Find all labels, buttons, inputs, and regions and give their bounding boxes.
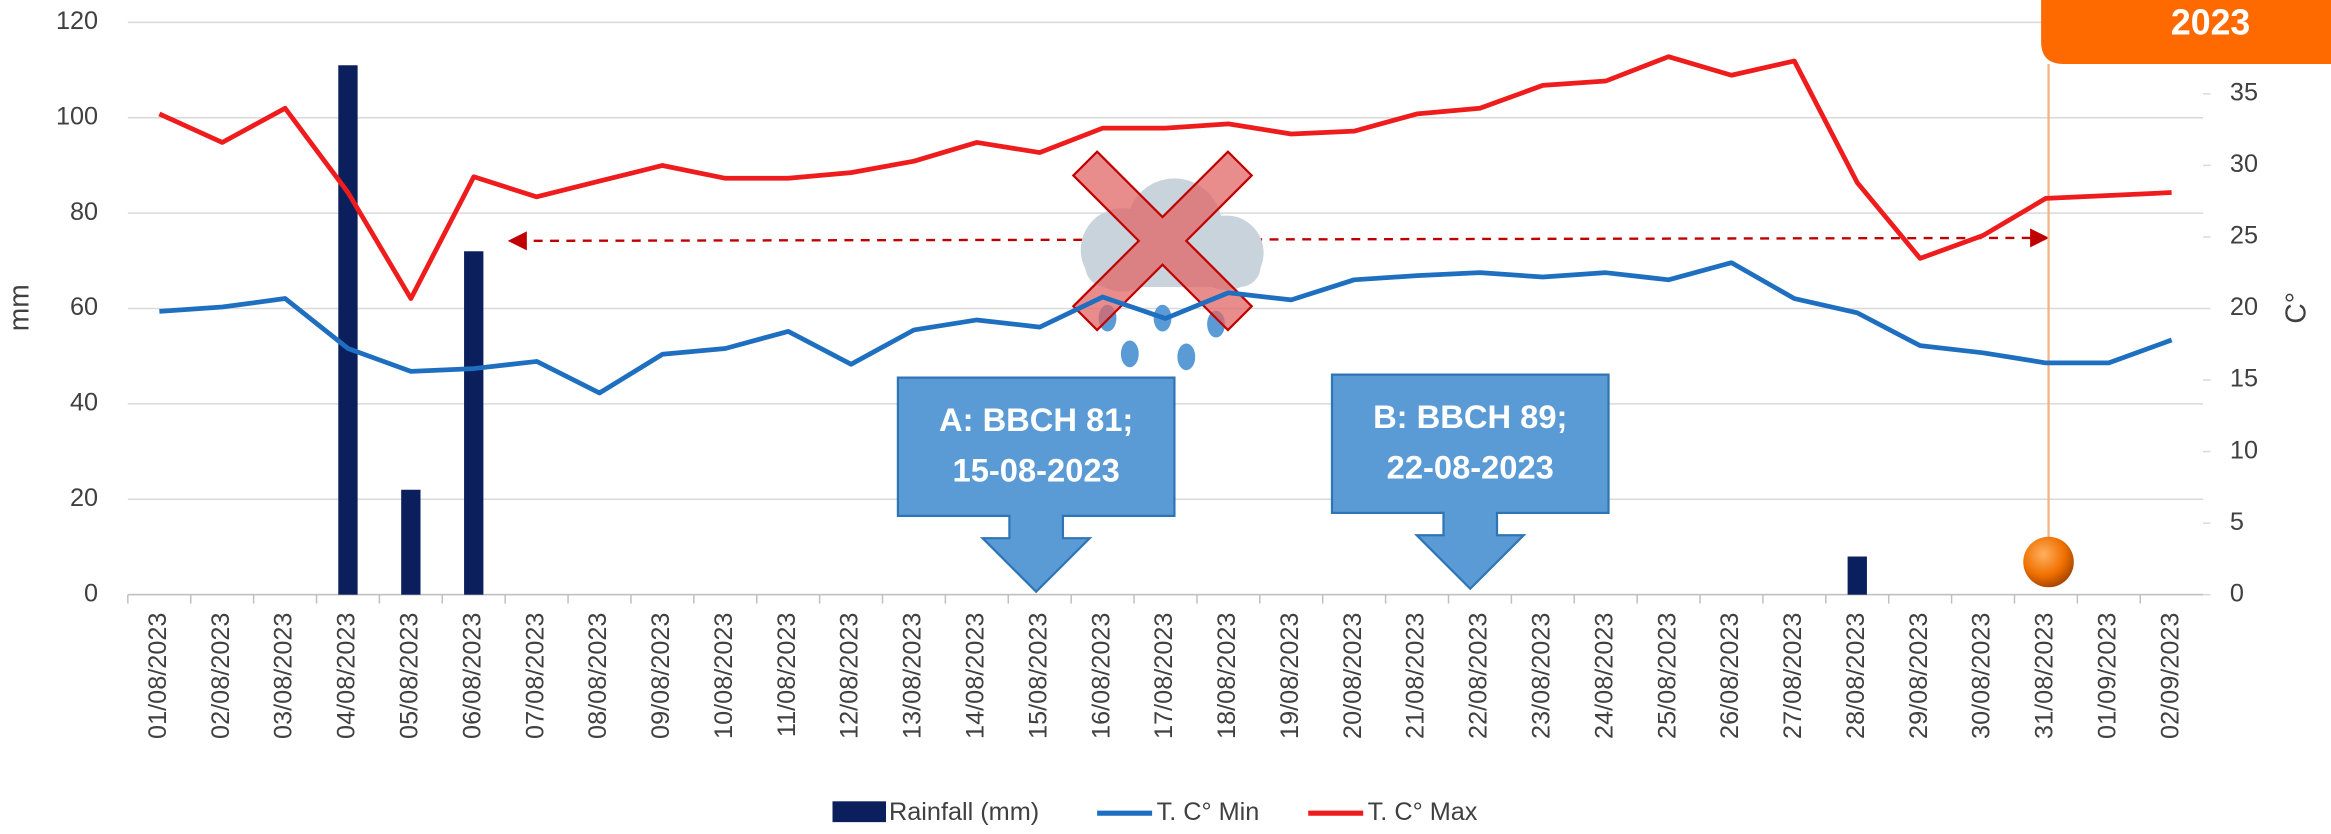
callout-text: B: BBCH 89; <box>1373 398 1567 435</box>
y-tick-label: 0 <box>84 579 98 607</box>
x-tick-label: 16/08/2023 <box>1087 613 1115 739</box>
callout-shape <box>896 376 1176 594</box>
y2-tick-label: 0 <box>2230 579 2244 607</box>
x-tick-label: 13/08/2023 <box>899 613 927 739</box>
x-tick-label: 10/08/2023 <box>710 613 738 739</box>
y-tick-label: 80 <box>70 198 98 226</box>
y-tick-label: 120 <box>56 7 98 35</box>
x-tick-label: 15/08/2023 <box>1024 613 1052 739</box>
y-tick-label: 40 <box>70 389 98 417</box>
x-tick-label: 14/08/2023 <box>962 613 990 739</box>
x-tick-label: 23/08/2023 <box>1527 613 1555 739</box>
x-tick-label: 22/08/2023 <box>1465 613 1493 739</box>
y2-tick-label: 35 <box>2230 79 2258 107</box>
callout: A: BBCH 81; 15-08-2023 <box>896 376 1176 594</box>
x-tick-label: 04/08/2023 <box>333 613 361 739</box>
line <box>158 54 2172 301</box>
x-tick-label: 08/08/2023 <box>584 613 612 739</box>
x-tick-label: 31/08/2023 <box>2031 613 2059 739</box>
x-tick-label: 21/08/2023 <box>1402 613 1430 739</box>
x-tick-label: 26/08/2023 <box>1716 613 1744 739</box>
x-tick-label: 24/08/2023 <box>1590 613 1618 739</box>
x-tick-label: 20/08/2023 <box>1339 613 1367 739</box>
y2-tick-label: 20 <box>2230 293 2258 321</box>
y-tick-label: 100 <box>56 102 98 130</box>
y2-axis-label: C° <box>2280 292 2312 324</box>
x-tick-label: 01/09/2023 <box>2093 613 2121 739</box>
x-tick-label: 28/08/2023 <box>1842 613 1870 739</box>
x-tick-label: 03/08/2023 <box>270 613 298 739</box>
x-tick-label: 02/08/2023 <box>207 613 235 739</box>
x-tick-label: 19/08/2023 <box>1276 613 1304 739</box>
y2-tick-label: 10 <box>2230 436 2258 464</box>
x-tick-label: 27/08/2023 <box>1779 613 1807 739</box>
marker-ball <box>2023 536 2074 588</box>
bar <box>464 251 484 595</box>
badge: 2023 <box>2041 0 2331 64</box>
x-tick-label: 25/08/2023 <box>1653 613 1681 739</box>
x-tick-label: 02/09/2023 <box>2156 613 2184 739</box>
callout-shape <box>1330 373 1610 591</box>
x-tick-label: 07/08/2023 <box>521 613 549 739</box>
y2-tick-label: 30 <box>2230 150 2258 178</box>
legend-label: T. C° Max <box>1368 798 1478 826</box>
x-tick-label: 18/08/2023 <box>1213 613 1241 739</box>
x-tick-label: 09/08/2023 <box>647 613 675 739</box>
callout: B: BBCH 89; 22-08-2023 <box>1330 373 1610 591</box>
x-tick-label: 12/08/2023 <box>836 613 864 739</box>
legend-label: T. C° Min <box>1157 798 1260 826</box>
bar <box>401 489 421 595</box>
line <box>159 260 2173 396</box>
x-tick-label: 01/08/2023 <box>144 613 172 739</box>
y2-tick-label: 15 <box>2230 365 2258 393</box>
bar <box>338 65 358 595</box>
plot <box>158 54 2173 595</box>
y-axis-label: mm <box>2 284 34 331</box>
y2-tick-label: 25 <box>2230 222 2258 250</box>
x-tick-label: 11/08/2023 <box>773 613 801 738</box>
y2-tick-label: 5 <box>2230 508 2244 536</box>
callout-text: 15-08-2023 <box>953 451 1120 488</box>
x-tick-label: 17/08/2023 <box>1150 613 1178 739</box>
callout-text: 22-08-2023 <box>1387 448 1554 485</box>
legend: Rainfall (mm) T. C° Min T. C° Max <box>832 798 1478 826</box>
period-arrow <box>507 228 2050 251</box>
badge-text: 2023 <box>2171 3 2250 43</box>
x-tick-label: 05/08/2023 <box>396 613 424 739</box>
y-tick-label: 60 <box>70 293 98 321</box>
x-tick-label: 29/08/2023 <box>1905 613 1933 739</box>
y-tick-label: 20 <box>70 484 98 512</box>
callout-text: A: BBCH 81; <box>939 401 1133 438</box>
rain-icon <box>1071 150 1264 371</box>
x-tick-label: 06/08/2023 <box>458 613 486 739</box>
legend-swatch <box>832 801 887 823</box>
bar <box>1847 556 1867 595</box>
x-tick-label: 30/08/2023 <box>1968 613 1996 739</box>
legend-label: Rainfall (mm) <box>889 798 1039 826</box>
